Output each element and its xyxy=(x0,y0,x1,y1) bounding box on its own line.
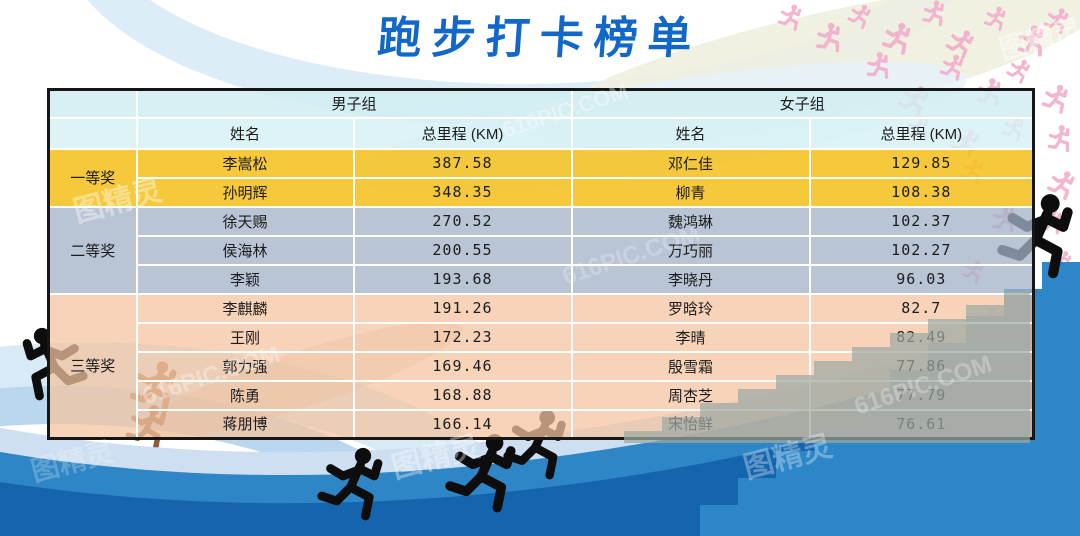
table-row: 蒋朋博 166.14 宋怡鲜 76.61 xyxy=(49,408,1035,440)
men-name-cell: 王刚 xyxy=(135,321,355,353)
prize-label-first: 一等奖 xyxy=(47,147,138,208)
men-name-cell: 李麒麟 xyxy=(135,292,355,324)
runner-icon xyxy=(1041,83,1068,114)
women-km-cell: 77.86 xyxy=(808,350,1035,382)
women-km-cell: 96.03 xyxy=(808,263,1035,295)
men-name-cell: 侯海林 xyxy=(135,234,355,266)
title-bar: 跑步打卡榜单 xyxy=(0,2,1080,66)
women-name-cell: 周杏芝 xyxy=(570,379,811,411)
women-km-cell: 82.7 xyxy=(808,292,1035,324)
men-km-cell: 387.58 xyxy=(352,147,573,179)
prize-label-third: 三等奖 xyxy=(47,292,138,440)
prize-label-second: 二等奖 xyxy=(47,205,138,295)
men-km-cell: 168.88 xyxy=(352,379,573,411)
men-name-cell: 陈勇 xyxy=(135,379,355,411)
men-name-header: 姓名 xyxy=(135,116,355,150)
men-km-cell: 172.23 xyxy=(352,321,573,353)
corner-cell-2 xyxy=(47,116,138,150)
women-name-header: 姓名 xyxy=(570,116,811,150)
women-name-cell: 万巧丽 xyxy=(570,234,811,266)
table-row: 陈勇 168.88 周杏芝 77.79 xyxy=(49,379,1035,411)
women-name-cell: 邓仁佳 xyxy=(570,147,811,179)
women-km-cell: 108.38 xyxy=(808,176,1035,208)
women-name-cell: 魏鸿琳 xyxy=(570,205,811,237)
table-row: 李颖 193.68 李晓丹 96.03 xyxy=(49,263,1035,295)
men-km-cell: 169.46 xyxy=(352,350,573,382)
women-name-cell: 李晴 xyxy=(570,321,811,353)
women-distance-header: 总里程 (KM) xyxy=(808,116,1035,150)
women-km-cell: 76.61 xyxy=(808,408,1035,440)
men-name-cell: 李嵩松 xyxy=(135,147,355,179)
men-distance-header: 总里程 (KM) xyxy=(352,116,573,150)
table-row: 王刚 172.23 李晴 82.49 xyxy=(49,321,1035,353)
men-name-cell: 李颖 xyxy=(135,263,355,295)
men-name-cell: 郭力强 xyxy=(135,350,355,382)
table-row: 孙明辉 348.35 柳青 108.38 xyxy=(49,176,1035,208)
women-km-cell: 102.27 xyxy=(808,234,1035,266)
men-group-header: 男子组 xyxy=(135,88,573,119)
men-name-cell: 蒋朋博 xyxy=(135,408,355,440)
runner-icon xyxy=(1043,122,1074,156)
page-title: 跑步打卡榜单 xyxy=(375,14,704,63)
men-km-cell: 193.68 xyxy=(352,263,573,295)
men-km-cell: 191.26 xyxy=(352,292,573,324)
column-header-row: 姓名 总里程 (KM) 姓名 总里程 (KM) xyxy=(47,116,1035,150)
women-km-cell: 102.37 xyxy=(808,205,1035,237)
women-km-cell: 82.49 xyxy=(808,321,1035,353)
women-km-cell: 77.79 xyxy=(808,379,1035,411)
men-km-cell: 270.52 xyxy=(352,205,573,237)
table-row: 侯海林 200.55 万巧丽 102.27 xyxy=(49,234,1035,266)
table-row: 一等奖 李嵩松 387.58 邓仁佳 129.85 xyxy=(47,147,1035,208)
women-name-cell: 殷雪霜 xyxy=(570,350,811,382)
women-km-cell: 129.85 xyxy=(808,147,1035,179)
leaderboard: 男子组 女子组 姓名 总里程 (KM) 姓名 总里程 (KM) 一等奖 李嵩松 … xyxy=(47,88,1036,440)
men-name-cell: 徐天赐 xyxy=(135,205,355,237)
women-name-cell: 李晓丹 xyxy=(570,263,811,295)
corner-cell xyxy=(47,88,138,119)
table-row: 郭力强 169.46 殷雪霜 77.86 xyxy=(49,350,1035,382)
men-km-cell: 200.55 xyxy=(352,234,573,266)
men-name-cell: 孙明辉 xyxy=(135,176,355,208)
women-name-cell: 罗晗玲 xyxy=(570,292,811,324)
table-row: 三等奖 李麒麟 191.26 罗晗玲 82.7 xyxy=(47,292,1035,440)
table-row: 二等奖 徐天赐 270.52 魏鸿琳 102.37 xyxy=(47,205,1035,295)
group-header-row: 男子组 女子组 xyxy=(47,88,1035,119)
women-name-cell: 宋怡鲜 xyxy=(570,408,811,440)
leaderboard-table: 男子组 女子组 姓名 总里程 (KM) 姓名 总里程 (KM) 一等奖 李嵩松 … xyxy=(47,88,1036,440)
women-name-cell: 柳青 xyxy=(570,176,811,208)
women-group-header: 女子组 xyxy=(570,88,1035,119)
men-km-cell: 166.14 xyxy=(352,408,573,440)
men-km-cell: 348.35 xyxy=(352,176,573,208)
